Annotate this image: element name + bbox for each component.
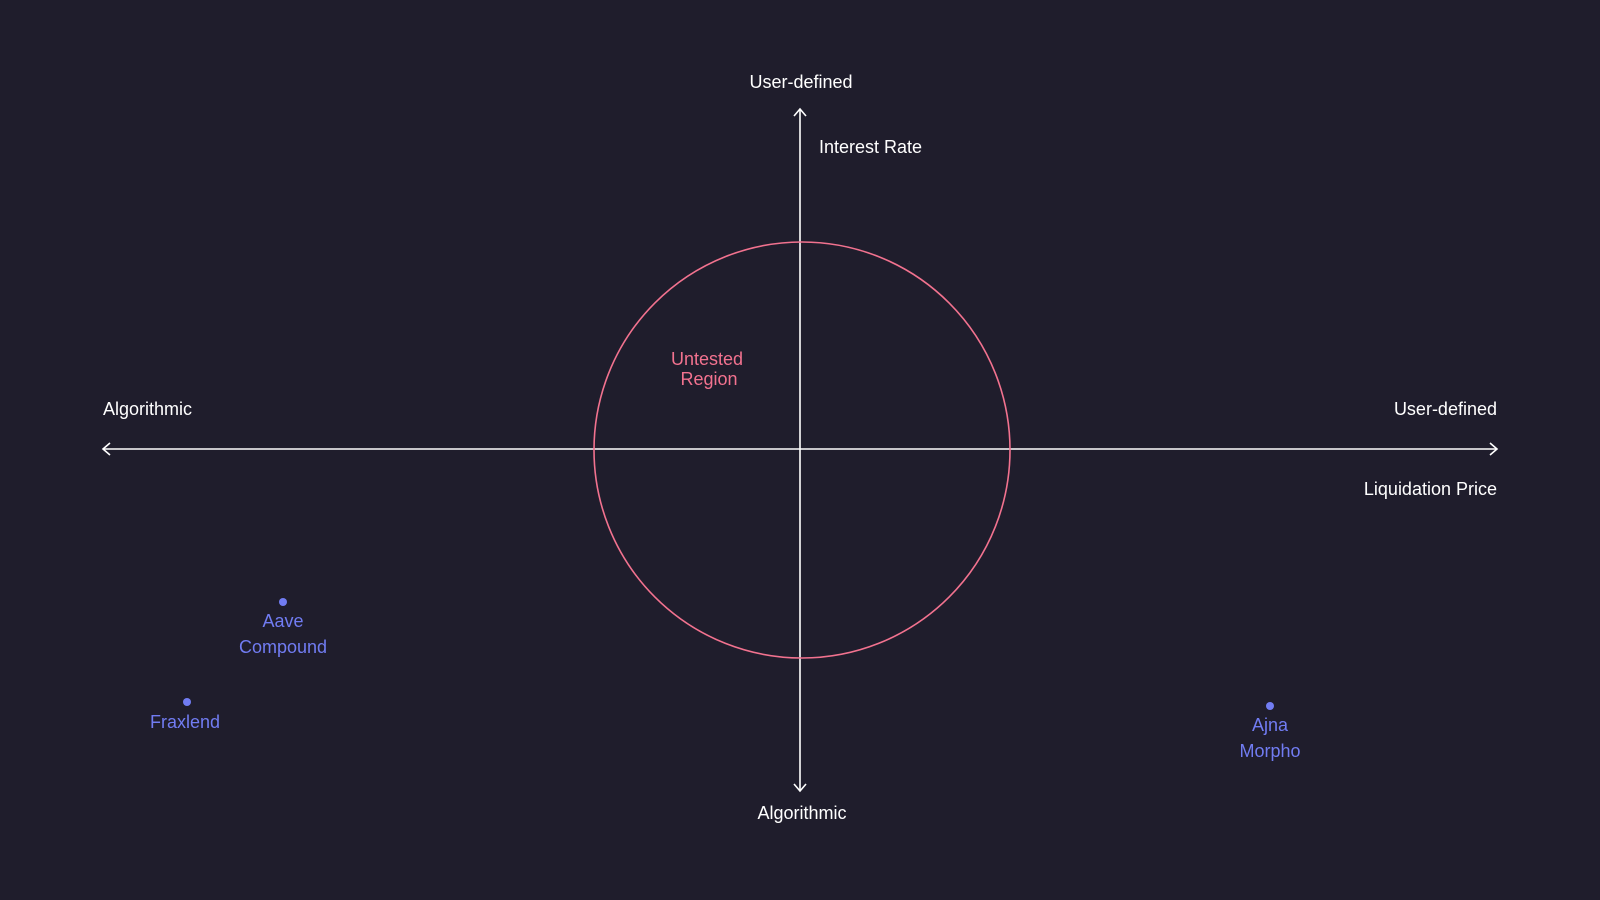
point-label-fraxlend: Fraxlend — [150, 709, 220, 735]
point-label-line: Fraxlend — [149, 712, 221, 732]
point-marker-ajna-morpho — [1266, 702, 1274, 710]
untested-region-circle — [593, 241, 1011, 659]
y-axis-bottom-label: Algorithmic — [757, 803, 847, 823]
y-axis-title: Interest Rate — [819, 137, 923, 157]
point-label-ajna-morpho: Ajna Morpho — [1239, 712, 1300, 764]
x-axis-title: Liquidation Price — [1363, 479, 1497, 499]
point-label-line: Morpho — [1239, 741, 1301, 761]
point-label-line: Aave — [262, 611, 304, 631]
point-label-line: Compound — [238, 637, 328, 657]
point-marker-aave-compound — [279, 598, 287, 606]
x-axis-right-arrow — [1489, 442, 1499, 456]
x-axis-right-label: User-defined — [1393, 399, 1497, 419]
point-label-aave-compound: Aave Compound — [239, 608, 327, 660]
x-axis-left-label: Algorithmic — [103, 399, 193, 419]
point-label-line: Ajna — [1251, 715, 1289, 735]
y-axis-top-label: User-defined — [749, 72, 853, 92]
region-line-1: Untested — [670, 349, 744, 369]
untested-region-label: Untested Region — [671, 349, 743, 389]
x-axis-left-arrow — [101, 442, 111, 456]
y-axis-top-arrow — [793, 107, 807, 117]
point-marker-fraxlend — [183, 698, 191, 706]
y-axis-bottom-arrow — [793, 783, 807, 793]
region-line-2: Region — [680, 369, 738, 389]
